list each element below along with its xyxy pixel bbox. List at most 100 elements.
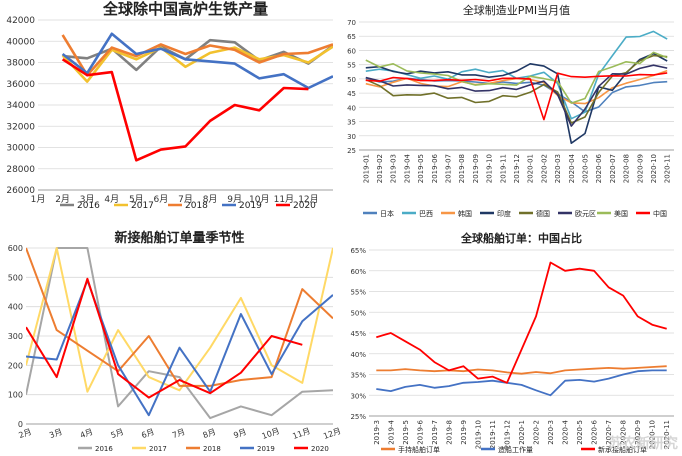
chart-panel-ship-orders: 新接船舶订单量季节性 0 100 200 300 400 500 600 2月 3月 4月 5月 6月 7… xyxy=(0,228,341,456)
y-tick-label: 32000 xyxy=(6,122,35,132)
x-tick-label: 2020-07 xyxy=(609,154,617,183)
ship-orders-seasonality-chart: 新接船舶订单量季节性 0 100 200 300 400 500 600 2月 3月 4月 5月 6月 7… xyxy=(8,230,341,453)
series-line-2020 xyxy=(61,58,309,162)
y-tick-label: 30% xyxy=(350,392,366,400)
y-tick-label: 40000 xyxy=(6,37,35,47)
legend-label: 德国 xyxy=(536,209,550,218)
y-tick-label: 30 xyxy=(347,133,356,141)
x-tick-label: 2019-6 xyxy=(416,419,424,444)
x-tick-label: 11月 xyxy=(291,426,311,441)
x-tick-label: 11月 xyxy=(274,194,294,205)
chart-panel-pig-iron: 全球除中国高炉生铁产量 26000 28000 30000 32000 34000 3600… xyxy=(0,0,341,228)
watermark-text: 苏农新研究 xyxy=(608,436,678,452)
x-tick-label: 2019-03 xyxy=(390,154,398,183)
y-tick-label: 45 xyxy=(347,90,356,98)
y-tick-label: 35% xyxy=(350,372,366,380)
legend-label: 2017 xyxy=(149,445,167,453)
y-tick-label: 40% xyxy=(350,351,366,359)
legend-label: 2019 xyxy=(239,201,262,211)
x-tick-label: 2019-02 xyxy=(376,154,384,183)
series-line-印度 xyxy=(365,52,668,144)
x-tick-label: 2020-06 xyxy=(595,153,603,183)
y-tick-label: 28000 xyxy=(6,165,35,175)
x-tick-label: 2020-03 xyxy=(554,154,562,183)
y-tick-label: 34000 xyxy=(6,101,35,111)
y-tick-label: 100 xyxy=(8,391,23,400)
legend-label: 2016 xyxy=(77,201,100,211)
series-line-日本 xyxy=(365,77,668,113)
series-line-2018 xyxy=(26,247,333,387)
series-line-新承接船舶订单 xyxy=(376,261,667,384)
chart-panel-china-share: 全球船舶订单：中国占比 25% 30% 35% 40% 45% 50% 55% 60% 65% 20… xyxy=(341,228,682,456)
x-tick-label: 2020-3 xyxy=(547,420,555,445)
x-tick-label: 2月 xyxy=(55,194,70,205)
x-tick-label: 2020-10 xyxy=(649,420,657,449)
series-line-美国 xyxy=(365,51,668,104)
legend-label: 2016 xyxy=(95,445,113,453)
x-tick-label: 2020-8 xyxy=(620,420,628,445)
x-tick-label: 2019-09 xyxy=(472,154,480,183)
x-tick-label: 4月 xyxy=(79,427,94,440)
x-tick-label: 9月 xyxy=(227,194,242,205)
x-tick-label: 2019-01 xyxy=(362,154,370,183)
x-tick-label: 10月 xyxy=(261,426,281,441)
legend-label: 2018 xyxy=(185,201,208,211)
y-tick-label: 200 xyxy=(8,361,23,370)
x-tick-label: 2019-04 xyxy=(403,153,411,183)
series-line-2020 xyxy=(26,277,303,399)
y-tick-label: 30000 xyxy=(6,144,35,154)
x-tick-label: 2020-11 xyxy=(663,420,671,449)
y-tick-label: 45% xyxy=(350,330,366,338)
chart-panel-pmi: 全球制造业PMI当月值 25 30 35 40 45 50 55 60 65 70 2019-01 20… xyxy=(341,0,682,228)
x-tick-label: 2020-9 xyxy=(634,420,642,445)
x-tick-label: 2019-10 xyxy=(474,420,482,449)
x-tick-label: 7月 xyxy=(171,427,186,440)
x-tick-label: 12月 xyxy=(298,194,318,205)
series-group xyxy=(26,247,333,420)
x-tick-label: 2019-07 xyxy=(445,154,453,183)
x-tick-label: 12月 xyxy=(322,426,341,441)
y-tick-label: 400 xyxy=(8,303,23,312)
x-tick-label: 2019-5 xyxy=(402,420,410,445)
x-tick-label: 2020-7 xyxy=(605,420,613,445)
legend-label: 2020 xyxy=(293,201,316,211)
x-tick-label: 2020-01 xyxy=(527,154,535,183)
x-tick-label: 2019-3 xyxy=(373,420,381,445)
legend-label: 美国 xyxy=(614,209,628,218)
chart-title: 新接船舶订单量季节性 xyxy=(114,230,244,246)
legend-label: 巴西 xyxy=(419,210,433,218)
pig-iron-output-chart: 全球除中国高炉生铁产量 26000 28000 30000 32000 34000 3600… xyxy=(6,0,333,211)
x-tick-label: 7月 xyxy=(178,194,193,205)
series-line-中国 xyxy=(365,72,668,121)
y-tick-label: 50 xyxy=(347,76,356,84)
x-tick-label: 4月 xyxy=(104,194,119,205)
x-tick-label: 2020-5 xyxy=(576,420,584,445)
x-tick-label: 2019-06 xyxy=(431,153,439,183)
x-tick-label: 5月 xyxy=(129,194,144,205)
x-tick-label: 2020-4 xyxy=(562,419,570,444)
x-tick-label: 5月 xyxy=(110,427,125,440)
series-line-2016 xyxy=(26,247,333,420)
x-tick-label: 1月 xyxy=(31,194,46,205)
y-tick-label: 65% xyxy=(350,247,366,255)
x-tick-label: 2月 xyxy=(17,427,32,440)
x-tick-label: 3月 xyxy=(48,427,63,440)
x-tick-label: 6月 xyxy=(140,427,155,440)
x-tick-label: 3月 xyxy=(80,194,95,205)
x-tick-label: 2019-12 xyxy=(513,154,521,183)
y-tick-label: 65 xyxy=(347,33,356,41)
series-group xyxy=(365,30,668,144)
y-tick-label: 42000 xyxy=(6,16,35,26)
y-tick-label: 38000 xyxy=(6,59,35,69)
legend-label: 2020 xyxy=(311,445,329,453)
series-line-巴西 xyxy=(365,30,668,120)
y-tick-label: 25% xyxy=(350,413,366,421)
legend-label: 手持船舶订单 xyxy=(398,445,440,454)
x-tick-label: 2020-02 xyxy=(540,154,548,183)
x-tick-label: 2020-2 xyxy=(533,420,541,445)
series-line-2019 xyxy=(26,279,333,417)
x-tick-label: 10月 xyxy=(249,194,269,205)
x-tick-label: 2019-05 xyxy=(417,154,425,183)
legend-label: 新承接船舶订单 xyxy=(598,445,647,454)
manufacturing-pmi-chart: 全球制造业PMI当月值 25 30 35 40 45 50 55 60 65 70 2019-01 20… xyxy=(347,3,674,218)
